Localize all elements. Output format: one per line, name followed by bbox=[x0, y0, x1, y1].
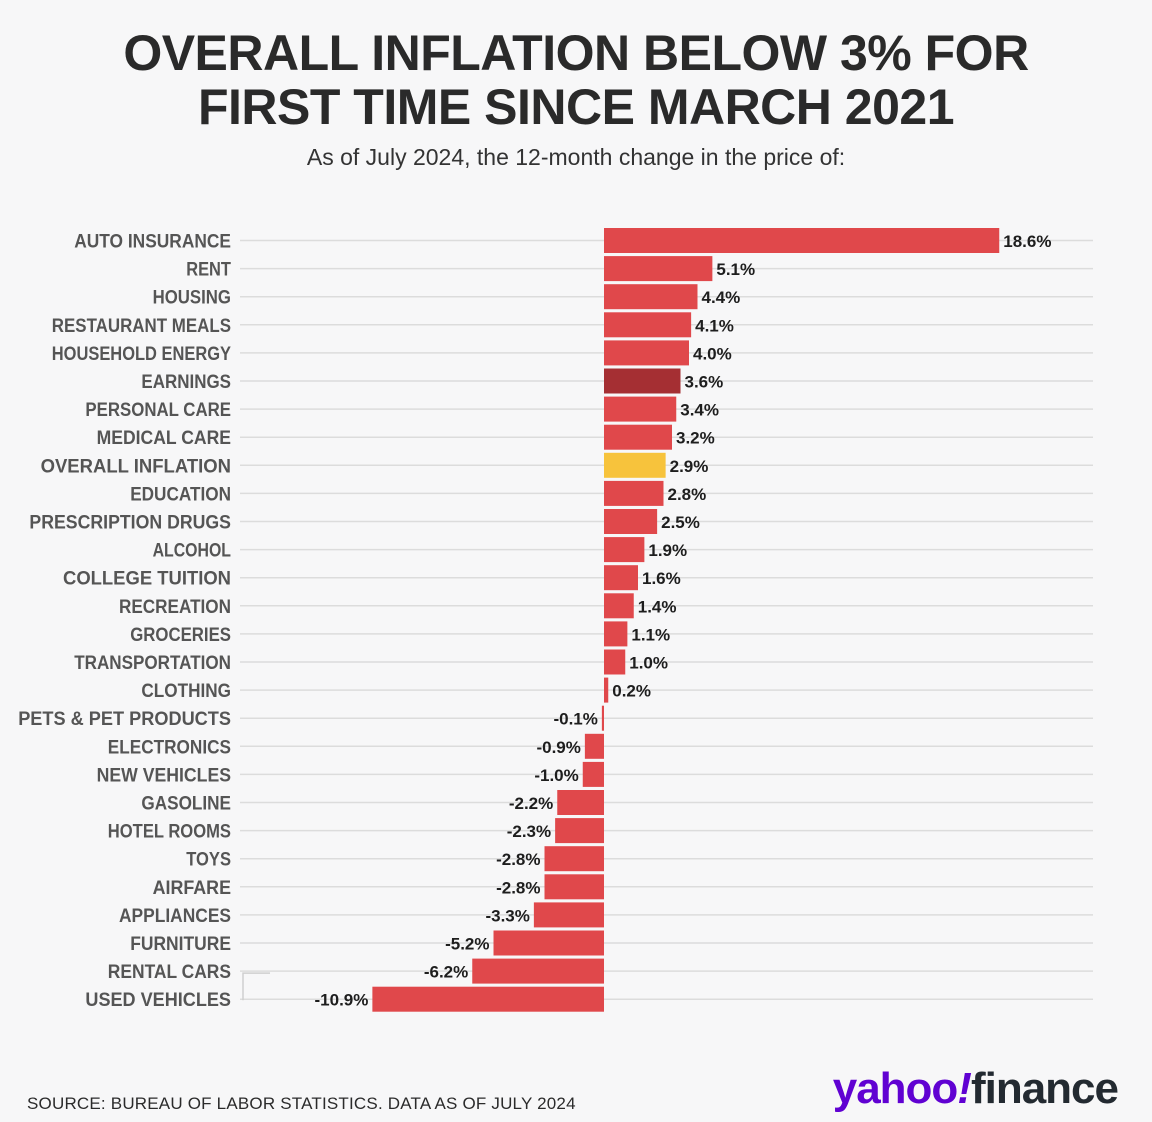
value-label: 18.6% bbox=[1003, 232, 1051, 251]
bar bbox=[533, 902, 604, 928]
bar bbox=[604, 537, 645, 563]
bar bbox=[604, 312, 692, 338]
value-label: -0.1% bbox=[553, 710, 597, 729]
category-label: USED VEHICLES bbox=[85, 990, 231, 1011]
logo-yahoo: yahoo bbox=[832, 1064, 959, 1113]
bar bbox=[601, 705, 604, 731]
value-label: 3.2% bbox=[676, 429, 715, 448]
category-label: HOUSEHOLD ENERGY bbox=[52, 344, 231, 365]
logo-bang: ! bbox=[957, 1064, 972, 1113]
value-label: 4.0% bbox=[693, 344, 732, 363]
category-label: TOYS bbox=[186, 850, 231, 871]
value-label: 1.4% bbox=[638, 597, 677, 616]
category-label: RENTAL CARS bbox=[108, 962, 231, 983]
value-label: -3.3% bbox=[485, 906, 529, 925]
bar bbox=[604, 396, 677, 422]
bar bbox=[604, 452, 666, 478]
value-label: -0.9% bbox=[536, 738, 580, 757]
value-label: 1.6% bbox=[642, 569, 681, 588]
bar bbox=[493, 930, 604, 956]
bar bbox=[604, 284, 698, 310]
bracket-line bbox=[242, 972, 270, 1001]
logo-finance: finance bbox=[970, 1064, 1119, 1113]
value-label: 1.1% bbox=[631, 625, 670, 644]
category-label: FURNITURE bbox=[130, 934, 231, 955]
bar bbox=[604, 677, 609, 703]
bar bbox=[555, 818, 604, 844]
value-label: -2.3% bbox=[507, 822, 551, 841]
title-line-2: FIRST TIME SINCE MARCH 2021 bbox=[197, 79, 955, 135]
category-label: AUTO INSURANCE bbox=[74, 232, 231, 253]
category-label: CLOTHING bbox=[141, 681, 231, 702]
value-label: 2.9% bbox=[670, 457, 709, 476]
category-label: PETS & PET PRODUCTS bbox=[18, 709, 231, 730]
category-label: GROCERIES bbox=[130, 625, 231, 646]
value-label: -2.8% bbox=[496, 850, 540, 869]
value-label: 2.5% bbox=[661, 513, 700, 532]
bar bbox=[584, 733, 604, 759]
bar bbox=[604, 649, 626, 675]
value-label: 4.1% bbox=[695, 316, 734, 335]
bar bbox=[604, 593, 634, 619]
bar bbox=[604, 480, 664, 506]
bar bbox=[604, 256, 713, 282]
value-label: 5.1% bbox=[716, 260, 755, 279]
category-label: PERSONAL CARE bbox=[85, 400, 231, 421]
category-label: MEDICAL CARE bbox=[97, 428, 231, 449]
category-label: APPLIANCES bbox=[119, 906, 231, 927]
category-label: GASOLINE bbox=[141, 794, 231, 815]
value-label: 1.9% bbox=[648, 541, 687, 560]
bar bbox=[604, 621, 628, 647]
value-label: -2.8% bbox=[496, 878, 540, 897]
bar bbox=[372, 986, 604, 1012]
category-label: RESTAURANT MEALS bbox=[52, 316, 231, 337]
yahoo-finance-logo: yahoo!finance bbox=[832, 1064, 1119, 1114]
bar bbox=[472, 958, 604, 984]
category-label: HOUSING bbox=[153, 288, 231, 309]
category-label: RECREATION bbox=[119, 597, 231, 618]
value-label: 0.2% bbox=[612, 682, 651, 701]
value-label: 2.8% bbox=[668, 485, 707, 504]
category-label: PRESCRIPTION DRUGS bbox=[29, 513, 231, 534]
chart-title: OVERALL INFLATION BELOW 3% FOR FIRST TIM… bbox=[0, 26, 1152, 134]
category-label: ALCOHOL bbox=[153, 541, 232, 562]
value-label: -2.2% bbox=[509, 794, 553, 813]
bar bbox=[582, 761, 604, 787]
value-label: -6.2% bbox=[424, 963, 468, 982]
bar bbox=[557, 790, 604, 815]
value-label: 3.6% bbox=[685, 373, 724, 392]
title-line-1: OVERALL INFLATION BELOW 3% FOR bbox=[123, 25, 1029, 81]
bar bbox=[604, 340, 689, 366]
value-label: -1.0% bbox=[534, 766, 578, 785]
category-label: OVERALL INFLATION bbox=[41, 456, 231, 477]
bar bbox=[544, 846, 604, 872]
category-label: TRANSPORTATION bbox=[74, 653, 231, 674]
category-label: HOTEL ROOMS bbox=[108, 822, 231, 843]
bar bbox=[604, 565, 638, 591]
category-label: EARNINGS bbox=[141, 372, 231, 393]
category-label: RENT bbox=[186, 260, 231, 281]
category-label: COLLEGE TUITION bbox=[63, 569, 231, 590]
category-label: AIRFARE bbox=[153, 878, 231, 899]
category-label: NEW VEHICLES bbox=[97, 765, 231, 786]
bar bbox=[604, 368, 681, 394]
bar-chart: AUTO INSURANCE 18.6% RENT 5.1% HOUSING 4.4% RE… bbox=[18, 228, 1093, 1012]
bar bbox=[604, 509, 658, 534]
source-note: SOURCE: BUREAU OF LABOR STATISTICS. DATA… bbox=[27, 1094, 576, 1113]
value-label: -5.2% bbox=[445, 935, 489, 954]
bar bbox=[604, 424, 672, 450]
category-label: ELECTRONICS bbox=[108, 737, 231, 758]
bar bbox=[544, 874, 604, 900]
value-label: 3.4% bbox=[680, 401, 719, 420]
value-label: 4.4% bbox=[702, 288, 741, 307]
chart-subtitle: As of July 2024, the 12-month change in … bbox=[306, 144, 846, 170]
bar bbox=[604, 228, 1000, 253]
value-label: 1.0% bbox=[629, 654, 668, 673]
value-label: -10.9% bbox=[315, 991, 369, 1010]
category-label: EDUCATION bbox=[130, 484, 231, 505]
